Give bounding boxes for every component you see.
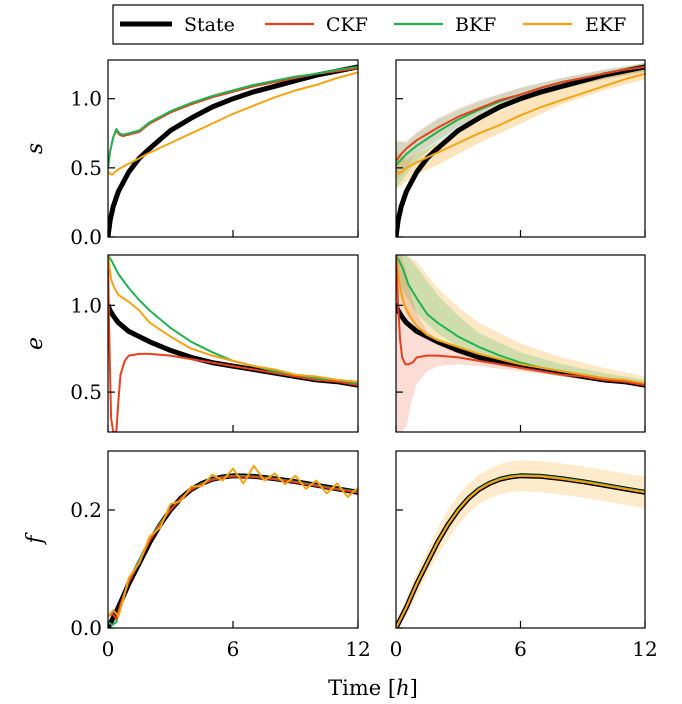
panel-r1-c1-line-ckf — [396, 255, 645, 387]
panel-r2-c0-xtick-label: 12 — [345, 637, 370, 661]
panel-r1-c0: 0.5 1.0 e — [23, 254, 359, 433]
panel-r0-c0-line-state — [108, 64, 358, 237]
x-axis-label-close: ] — [410, 676, 418, 700]
panel-r1-c0-y-axis-label: e — [23, 337, 48, 350]
x-axis-label-unit: h — [396, 676, 410, 700]
panel-r1-c0-plot-area — [108, 255, 358, 432]
panel-r0-c0-plot-area — [108, 64, 358, 237]
x-axis-label-text: Time [ — [328, 676, 396, 700]
panel-r2-c0: 0.0 0.2 0 6 12 f — [23, 450, 371, 661]
panel-r1-c0-ytick-label: 0.5 — [70, 380, 102, 404]
panel-r2-c1-xtick-label: 0 — [390, 637, 403, 661]
legend-label-ekf: EKF — [585, 14, 626, 36]
panel-r2-c0-line-state — [108, 473, 358, 628]
panel-r1-c1 — [395, 254, 646, 433]
panel-r0-c0-y-axis-label: s — [23, 143, 48, 154]
panel-r1-c1-line-ekf — [396, 255, 645, 385]
legend-label-bkf: BKF — [455, 14, 496, 36]
panel-r0-c0-ytick-label: 1.0 — [70, 87, 102, 111]
panel-r2-c1-plot-area — [396, 460, 645, 628]
panel-r2-c0-ytick-label: 0.0 — [70, 616, 102, 640]
panel-r2-c1-line-ekf — [396, 474, 645, 628]
panel-r2-c0-ytick-label: 0.2 — [70, 498, 102, 522]
panel-r2-c0-y-axis-label: f — [23, 532, 48, 546]
legend-label-ckf: CKF — [326, 14, 368, 36]
panel-r1-c0-line-ckf — [108, 255, 358, 432]
panel-r1-c0-ytick-label: 1.0 — [70, 293, 102, 317]
panel-r1-c0-line-ekf — [108, 255, 358, 383]
panel-r2-c1-xtick-label: 12 — [632, 637, 657, 661]
x-axis-label: Time [h] — [328, 676, 418, 700]
panel-r2-c0-line-ekf — [108, 464, 358, 618]
panel-r0-c0-frame — [107, 59, 359, 238]
panel-r2-c0-plot-area — [108, 464, 358, 628]
panel-r0-c0: 0.0 0.5 1.0 s — [23, 59, 359, 249]
legend-label-state: State — [184, 14, 235, 36]
panel-r1-c1-plot-area — [396, 255, 645, 432]
panels: 0.0 0.5 1.0 s 0.5 1.0 e 0.0 0.2 0 6 12 f 0 6 12 — [23, 59, 658, 661]
panel-r0-c1-line-ekf — [396, 72, 645, 175]
panel-r2-c1: 0 6 12 — [390, 450, 658, 661]
panel-r2-c0-xtick-label: 0 — [102, 637, 115, 661]
panel-r0-c0-ytick-label: 0.5 — [70, 156, 102, 180]
panel-r0-c1 — [395, 59, 646, 238]
legend: State CKF BKF EKF — [112, 4, 644, 45]
panel-r2-c1-band-ekf — [396, 460, 645, 628]
panel-r0-c1-plot-area — [396, 62, 645, 237]
panel-r0-c1-line-state — [396, 64, 645, 237]
panel-r0-c0-line-ekf — [108, 71, 358, 176]
panel-r2-c1-xtick-label: 6 — [514, 637, 527, 661]
panel-r0-c1-line-ckf — [396, 65, 645, 162]
panel-r0-c1-band-bkf — [396, 62, 645, 189]
panel-r1-c1-band-bkf — [396, 255, 645, 386]
panel-r0-c0-ytick-label: 0.0 — [70, 225, 102, 249]
panel-r1-c0-frame — [107, 254, 359, 433]
panel-r0-c0-line-bkf — [108, 65, 358, 169]
panel-r2-c0-xtick-label: 6 — [227, 637, 240, 661]
